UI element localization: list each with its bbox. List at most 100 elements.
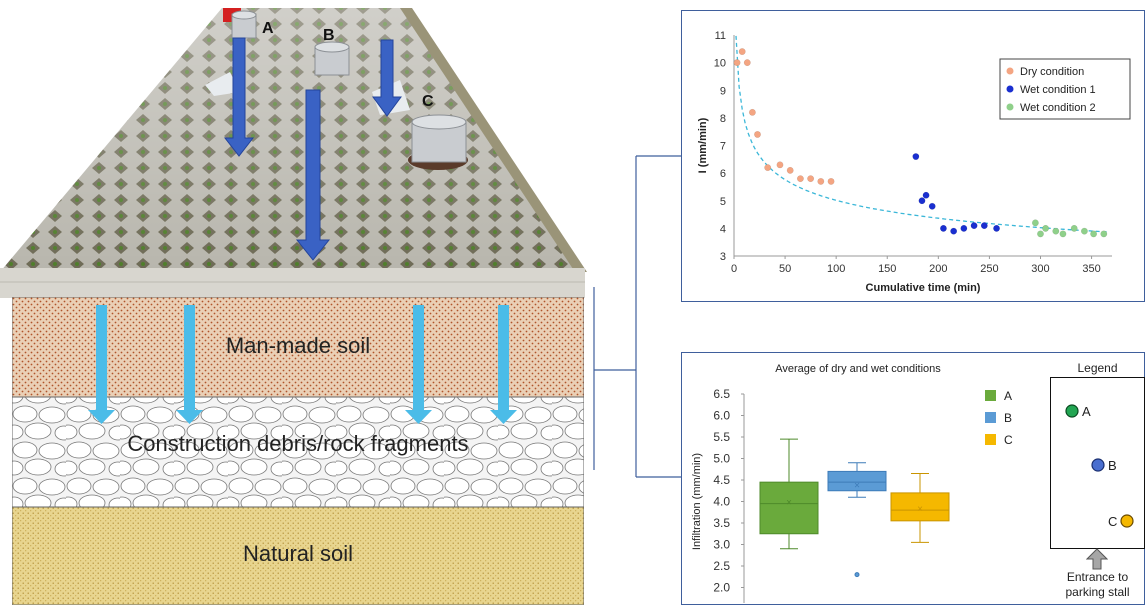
y-tick-label: 4	[720, 223, 726, 235]
entrance-label-line1: Entrance to	[1066, 570, 1129, 584]
site-legend-label-c: C	[1108, 514, 1117, 529]
data-point-wet2	[1100, 230, 1108, 238]
layer-label-man-made: Man-made soil	[225, 333, 371, 358]
site-label-a: A	[262, 20, 274, 37]
box-legend-label: C	[1004, 433, 1013, 447]
legend-label: Dry condition	[1020, 66, 1084, 78]
data-point-wet1	[912, 153, 920, 161]
site-marker-b-icon	[1091, 458, 1105, 472]
site-marker-a-icon	[1065, 404, 1079, 418]
box-group-b: ×	[827, 462, 887, 578]
box-chart-title: Average of dry and wet conditions	[775, 363, 941, 375]
box-y-tick-label: 6.0	[713, 409, 730, 423]
layer-label-natural: Natural soil	[242, 541, 354, 566]
box-plot-panel: Average of dry and wet conditions Infiltr…	[681, 352, 1145, 608]
y-tick-label: 3	[720, 251, 726, 263]
curb	[0, 268, 585, 298]
data-point-dry	[776, 161, 784, 169]
x-tick-label: 150	[878, 263, 896, 275]
data-point-dry	[827, 177, 835, 185]
box-mean-marker: ×	[917, 504, 923, 515]
box-mean-marker: ×	[854, 480, 860, 491]
data-point-wet1	[960, 224, 968, 232]
legend-label: Wet condition 2	[1020, 102, 1096, 114]
infiltration-arrow	[88, 305, 517, 424]
data-point-wet2	[1059, 230, 1067, 238]
data-point-dry	[764, 164, 772, 172]
box-y-tick-label: 5.5	[713, 430, 730, 444]
box-group-a: ×	[759, 438, 819, 550]
box-outlier	[854, 572, 860, 578]
chart-legend	[999, 58, 1131, 120]
box-y-tick-label: 2.0	[713, 581, 730, 595]
soil-profile	[12, 297, 584, 605]
box-group-c: ×	[890, 473, 950, 543]
data-point-wet2	[1080, 227, 1088, 235]
entrance-arrow-icon	[1086, 548, 1108, 570]
site-legend-markers: A B C	[1065, 404, 1134, 529]
data-point-wet1	[939, 224, 947, 232]
data-point-wet2	[1031, 219, 1039, 227]
data-point-wet1	[970, 222, 978, 230]
box-y-axis-title: Infiltration (mm/min)	[691, 453, 703, 550]
box-y-tick-label: 6.5	[713, 387, 730, 401]
box-y-tick-label: 3.5	[713, 516, 730, 530]
data-point-dry	[796, 175, 804, 183]
box-body-b	[827, 470, 887, 492]
data-point-wet1	[980, 222, 988, 230]
y-tick-label: 8	[720, 113, 726, 125]
data-point-wet1	[918, 197, 926, 205]
data-point-wet2	[1037, 230, 1044, 238]
legend-label: Wet condition 1	[1020, 84, 1096, 96]
data-point-wet1	[950, 227, 958, 235]
box-legend-label: A	[1004, 389, 1012, 403]
pavement-photo: A B C	[0, 0, 600, 300]
box-y-tick-label: 4.0	[713, 495, 730, 509]
trend-line	[735, 35, 1107, 233]
x-axis-title: Cumulative time (min)	[866, 282, 981, 294]
scatter-plot: 3 4 5 6 7 8 9 10 11 0 50 100 150 200 250 300 350 Cumulati…	[697, 30, 1131, 294]
site-legend-label-a: A	[1082, 404, 1091, 419]
x-tick-label: 200	[929, 263, 947, 275]
data-point-dry	[738, 48, 746, 56]
site-legend-label-b: B	[1108, 458, 1117, 473]
box-legend-swatch-b	[985, 412, 996, 423]
x-tick-label: 250	[980, 263, 998, 275]
box-mean-marker: ×	[786, 498, 792, 509]
y-tick-label: 7	[720, 141, 726, 153]
x-tick-label: 300	[1031, 263, 1049, 275]
data-point-dry	[817, 177, 825, 185]
box-legend-label: B	[1004, 411, 1012, 425]
legend-marker	[1006, 67, 1014, 75]
site-legend-title: Legend	[1077, 361, 1118, 375]
data-point-dry	[754, 131, 761, 138]
data-point-wet2	[1052, 227, 1060, 235]
site-label-c: C	[422, 93, 434, 110]
site-legend	[1050, 377, 1145, 549]
data-point-dry	[807, 175, 815, 183]
data-point-dry	[743, 59, 751, 67]
data-point-dry	[748, 108, 756, 116]
y-tick-label: 9	[720, 85, 726, 97]
y-tick-label: 6	[720, 168, 726, 180]
data-point-wet2	[1070, 224, 1078, 232]
data-point-wet2	[1090, 230, 1098, 238]
data-point-wet1	[922, 191, 930, 199]
box-y-tick-label: 1.5	[713, 602, 730, 603]
infiltration-time-chart: 3 4 5 6 7 8 9 10 11 0 50 100 150 200 250 300 350 Cumulati…	[681, 10, 1145, 302]
data-point-wet1	[993, 224, 1001, 232]
box-body-c	[890, 492, 950, 522]
legend-marker	[1006, 103, 1014, 111]
x-tick-label: 0	[731, 263, 737, 275]
data-point-dry	[733, 59, 741, 67]
data-point-wet1	[928, 202, 936, 210]
box-y-tick-label: 4.5	[713, 473, 730, 487]
box-body-a	[759, 481, 819, 535]
layer-label-debris: Construction debris/rock fragments	[127, 431, 469, 456]
box-plot: Average of dry and wet conditions Infiltr…	[691, 363, 1013, 608]
entrance-label-line2: parking stall	[1065, 585, 1130, 599]
data-point-wet2	[1042, 224, 1050, 232]
x-tick-label: 100	[827, 263, 845, 275]
flow-arrow	[223, 37, 402, 261]
connector-lines	[593, 155, 681, 478]
